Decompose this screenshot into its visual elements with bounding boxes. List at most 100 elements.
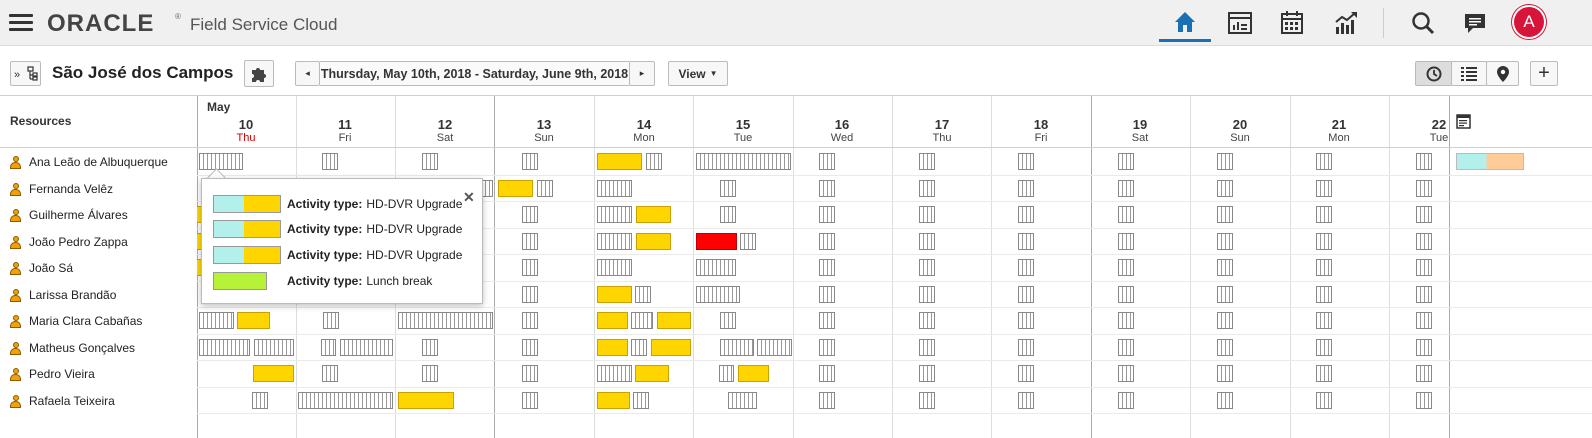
non-working-block[interactable] [1217,392,1233,409]
non-working-block[interactable] [1217,153,1233,170]
non-working-block[interactable] [1316,392,1332,409]
non-working-block[interactable] [720,180,736,197]
non-working-block[interactable] [919,259,935,276]
dashboard-icon[interactable] [1214,6,1266,40]
non-working-block[interactable] [522,259,538,276]
non-working-block[interactable] [1118,392,1134,409]
non-working-block[interactable] [696,153,791,170]
non-working-block[interactable] [1018,365,1034,382]
non-working-block[interactable] [720,206,736,223]
resource-row[interactable]: João Pedro Zappa [10,229,128,255]
non-working-block[interactable] [522,286,538,303]
resource-row[interactable]: João Sá [10,255,73,281]
non-working-block[interactable] [635,286,651,303]
activity-block[interactable] [398,392,454,409]
non-working-block[interactable] [597,206,632,223]
non-working-block[interactable] [1316,180,1332,197]
non-working-block[interactable] [1118,339,1134,356]
non-working-block[interactable] [919,180,935,197]
non-working-block[interactable] [720,339,754,356]
non-working-block[interactable] [1217,180,1233,197]
non-working-block[interactable] [1416,233,1432,250]
non-working-block[interactable] [1118,153,1134,170]
non-working-block[interactable] [728,392,757,409]
non-working-block[interactable] [1118,180,1134,197]
non-working-block[interactable] [919,206,935,223]
non-working-block[interactable] [597,180,632,197]
non-working-block[interactable] [1316,365,1332,382]
non-working-block[interactable] [819,153,835,170]
non-working-block[interactable] [1118,233,1134,250]
non-working-block[interactable] [398,312,493,329]
non-working-block[interactable] [919,286,935,303]
non-working-block[interactable] [1217,365,1233,382]
non-working-block[interactable] [1018,286,1034,303]
non-working-block[interactable] [1217,206,1233,223]
resource-row[interactable]: Fernanda Velêz [10,176,113,202]
non-working-block[interactable] [1018,339,1034,356]
non-working-block[interactable] [1316,233,1332,250]
non-working-block[interactable] [1018,153,1034,170]
next-range-button[interactable]: ▸ [629,61,655,86]
map-view-button[interactable] [1486,61,1519,86]
non-working-block[interactable] [1018,312,1034,329]
time-view-button[interactable] [1415,61,1452,86]
non-working-block[interactable] [537,180,553,197]
non-working-block[interactable] [1316,312,1332,329]
non-working-block[interactable] [1118,312,1134,329]
non-working-block[interactable] [252,392,268,409]
non-working-block[interactable] [1217,233,1233,250]
non-working-block[interactable] [1416,286,1432,303]
non-working-block[interactable] [1416,312,1432,329]
non-working-block[interactable] [1416,259,1432,276]
close-icon[interactable]: ✕ [463,189,475,205]
resource-row[interactable]: Guilherme Álvares [10,202,128,228]
non-working-block[interactable] [631,339,647,356]
non-working-block[interactable] [919,365,935,382]
non-working-block[interactable] [631,312,653,329]
calendar-notes-icon[interactable] [1456,113,1472,134]
filter-button[interactable] [244,60,274,87]
non-working-block[interactable] [322,153,338,170]
non-working-block[interactable] [522,312,538,329]
resource-row[interactable]: Ana Leão de Albuquerque [10,149,168,175]
non-working-block[interactable] [1217,259,1233,276]
activity-block[interactable] [657,312,691,329]
resource-row[interactable]: Matheus Gonçalves [10,335,135,361]
non-working-block[interactable] [597,233,632,250]
non-working-block[interactable] [1118,365,1134,382]
non-working-block[interactable] [1217,286,1233,303]
list-view-button[interactable] [1451,61,1487,86]
non-working-block[interactable] [1316,286,1332,303]
non-working-block[interactable] [919,392,935,409]
prev-range-button[interactable]: ◂ [295,61,320,86]
non-working-block[interactable] [819,365,835,382]
resource-row[interactable]: Larissa Brandão [10,282,116,308]
non-working-block[interactable] [422,365,438,382]
non-working-block[interactable] [1217,339,1233,356]
non-working-block[interactable] [719,365,734,382]
non-working-block[interactable] [1018,233,1034,250]
non-working-block[interactable] [1018,206,1034,223]
search-icon[interactable] [1397,6,1449,40]
non-working-block[interactable] [422,339,438,356]
expand-tree-button[interactable]: » [10,61,41,86]
non-working-block[interactable] [298,392,393,409]
activity-block[interactable] [635,365,669,382]
non-working-block[interactable] [1018,259,1034,276]
non-working-block[interactable] [597,365,632,382]
non-working-block[interactable] [422,153,438,170]
non-working-block[interactable] [633,392,649,409]
non-working-block[interactable] [740,233,756,250]
activity-block[interactable] [253,365,294,382]
user-avatar[interactable]: A [1514,7,1544,37]
non-working-block[interactable] [1416,392,1432,409]
activity-block[interactable] [597,339,628,356]
alert-activity-block[interactable] [696,233,737,250]
activity-block[interactable] [597,312,628,329]
non-working-block[interactable] [1316,206,1332,223]
non-working-block[interactable] [522,392,538,409]
pending-activity-block[interactable] [1456,153,1524,170]
date-range[interactable]: Thursday, May 10th, 2018 - Saturday, Jun… [320,61,629,86]
non-working-block[interactable] [1118,286,1134,303]
